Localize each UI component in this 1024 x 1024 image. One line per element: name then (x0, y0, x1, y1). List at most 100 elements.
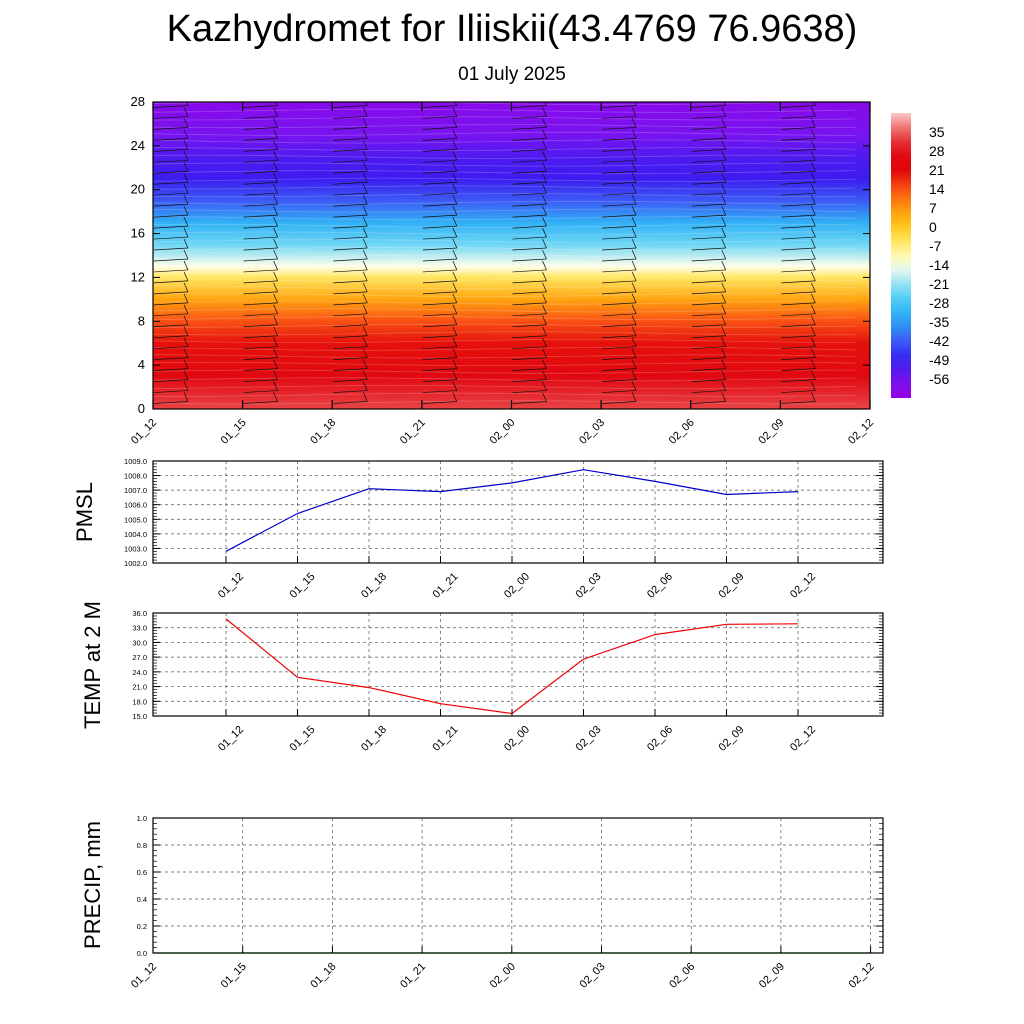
wind-barb (422, 105, 457, 108)
wind-barb (333, 225, 368, 229)
wind-barb (781, 192, 816, 196)
wind-barb-flag (721, 381, 727, 391)
wind-barb-flag (721, 315, 727, 325)
precip-y-tick-label: 0.4 (137, 895, 147, 904)
wind-barb (422, 116, 457, 119)
wind-barb (512, 346, 547, 350)
wind-barb-flag (631, 227, 637, 238)
wind-barb-flag (273, 293, 278, 303)
cross-section-x-tick-label: 01_18 (308, 417, 338, 447)
wind-barb (243, 138, 278, 141)
wind-barb (691, 148, 726, 152)
wind-barb-flag (811, 118, 816, 128)
wind-barb-flag (183, 293, 189, 303)
wind-barb (781, 236, 816, 240)
wind-barb (153, 225, 189, 229)
wind-barb-flag (362, 184, 368, 194)
wind-barb (691, 324, 726, 328)
precip-y-tick-label: 0.2 (137, 922, 147, 931)
wind-barb (422, 214, 457, 218)
wind-barb-flag (275, 102, 278, 106)
wind-barb-flag (452, 107, 458, 117)
cross-section-x-tick-label: 02_12 (846, 417, 876, 447)
colorbar-label: 35 (929, 124, 945, 140)
wind-barb-flag (452, 293, 458, 303)
wind-barb (691, 181, 726, 185)
wind-barb-flag (362, 293, 368, 303)
temp-x-tick-label: 01_15 (288, 724, 318, 754)
wind-barb (333, 236, 368, 240)
cross-section-x-tick-label: 01_12 (129, 417, 159, 447)
wind-barb (333, 346, 368, 350)
wind-barb-flag (273, 282, 278, 293)
wind-barb-flag (273, 129, 278, 139)
colorbar-label: 21 (929, 162, 945, 178)
wind-barb (153, 269, 189, 273)
wind-barb (243, 258, 278, 262)
cross-section-x-tick-label: 01_15 (219, 417, 249, 447)
wind-barb-flag (721, 271, 727, 282)
wind-barb (691, 159, 726, 163)
wind-barb-flag (273, 249, 278, 260)
wind-barb (243, 127, 278, 130)
wind-barb (602, 390, 637, 393)
wind-barb-flag (362, 304, 368, 314)
wind-barb-flag (452, 238, 458, 249)
wind-barb-flag (452, 205, 458, 216)
wind-barb (512, 302, 547, 306)
wind-barb-flag (183, 359, 189, 369)
wind-barb-flag (544, 102, 547, 106)
wind-barb (512, 247, 547, 251)
wind-barb-flag (811, 370, 816, 380)
pmsl-y-tick-label: 1007.0 (124, 486, 147, 495)
wind-barb (691, 192, 726, 196)
wind-barb (781, 379, 816, 382)
wind-barb (602, 324, 637, 328)
contour-line (153, 338, 856, 343)
cross-section-y-tick-label: 16 (131, 226, 145, 241)
wind-barb-flag (723, 102, 727, 106)
pmsl-x-tick-label: 01_21 (431, 571, 461, 601)
wind-barb-flag (452, 249, 458, 260)
wind-barb-flag (631, 195, 637, 205)
temp-frame (152, 612, 884, 717)
wind-barb (153, 159, 189, 163)
wind-barb-flag (362, 348, 368, 358)
pmsl-y-tick-label: 1006.0 (124, 501, 147, 510)
wind-barb (602, 335, 637, 339)
wind-barb (243, 368, 278, 371)
wind-barb (243, 335, 278, 339)
contour-line (153, 200, 856, 205)
wind-barb-flag (183, 195, 189, 205)
wind-barb-flag (721, 238, 727, 249)
wind-barb (333, 401, 368, 404)
wind-barb (691, 258, 726, 262)
wind-barb-flag (631, 392, 637, 402)
pmsl-y-tick-label: 1009.0 (124, 457, 147, 466)
cross-section-x-tick-label: 02_03 (577, 417, 607, 447)
wind-barb-flag (452, 381, 458, 391)
precip-x-tick-label: 02_00 (488, 961, 518, 991)
contour-line (153, 131, 856, 136)
wind-barb-flag (811, 337, 816, 347)
wind-barbs (153, 102, 905, 404)
wind-barb-flag (362, 359, 368, 369)
wind-barb (422, 313, 457, 317)
wind-barb-flag (542, 381, 547, 391)
wind-barb (691, 280, 726, 284)
pmsl-x-tick-label: 02_09 (717, 571, 747, 601)
wind-barb (691, 379, 726, 382)
wind-barb (333, 127, 368, 130)
wind-barb (512, 269, 547, 273)
precip-x-tick-label: 01_21 (398, 961, 428, 991)
wind-barb (871, 105, 905, 107)
wind-barb (422, 192, 457, 196)
wind-barb (602, 247, 637, 251)
wind-barb-flag (452, 392, 458, 402)
wind-barb-flag (721, 304, 727, 314)
wind-barb-flag (273, 370, 278, 380)
wind-barb (602, 181, 637, 185)
wind-barb (602, 401, 637, 404)
temp-x-tick-label: 02_06 (645, 724, 675, 754)
